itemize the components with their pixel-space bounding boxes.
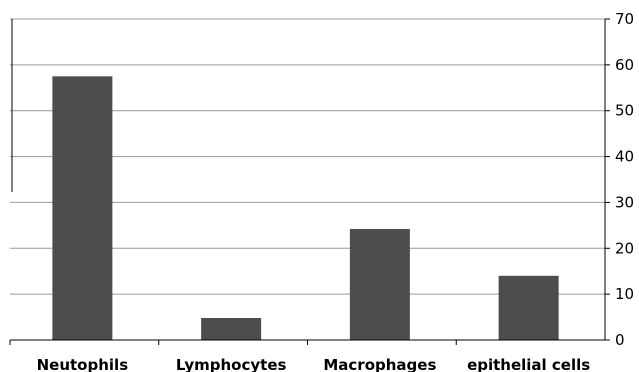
axes [9,18,610,345]
y-tick-label: 20 [615,239,634,257]
y-tick-label: 50 [615,102,634,120]
bar-macrophages [349,229,410,340]
bar-neutophils [52,76,113,341]
category-labels: Neutophils Lymphocytes Macrophages epitheli… [37,356,591,372]
y-tick-label: 40 [615,148,634,166]
bar-lymphocytes [201,317,262,340]
y-tick-label: 30 [615,193,634,211]
y-tick-label: 70 [615,10,634,28]
y-tick-labels: 0 10 20 30 40 50 60 70 [615,10,634,349]
bars [52,76,559,341]
category-label: Neutophils [37,356,129,372]
category-label: Macrophages [323,356,436,372]
bar-epithelial-cells [498,275,559,340]
y-tick-label: 60 [615,56,634,74]
category-label: epithelial cells [467,356,590,372]
category-label: Lymphocytes [176,356,287,372]
y-tick-label: 0 [615,331,625,349]
y-tick-label: 10 [615,285,634,303]
